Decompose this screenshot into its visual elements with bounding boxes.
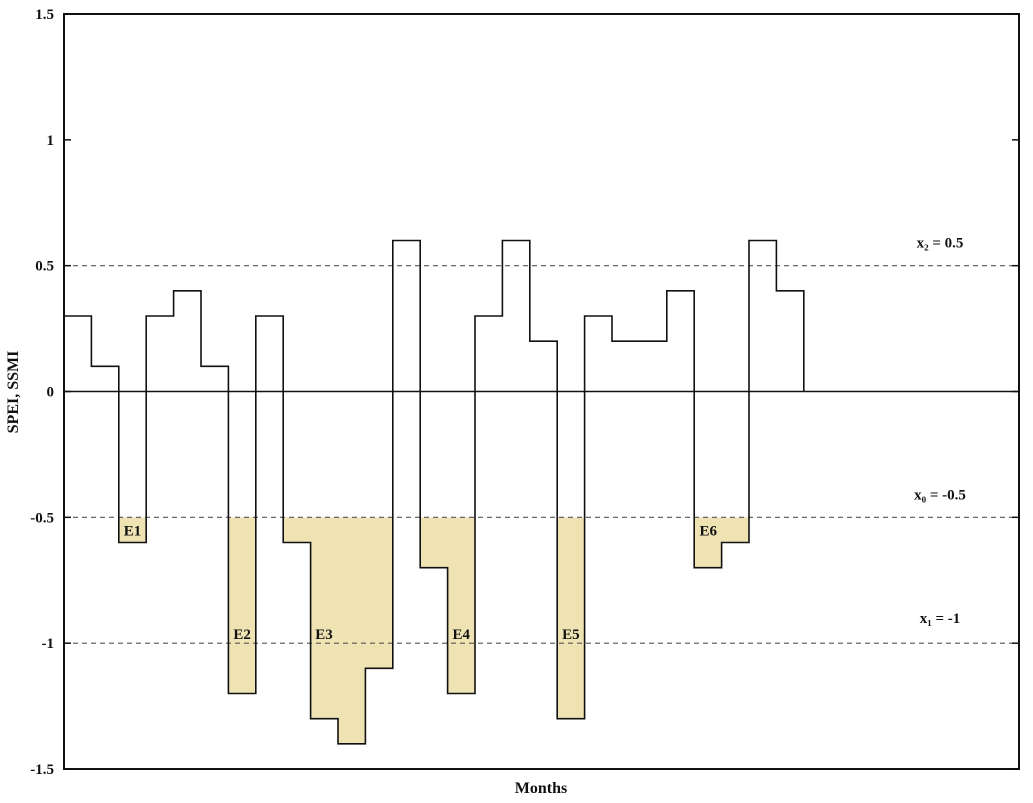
y-tick-label-2: 0.5 <box>35 259 54 275</box>
event-fill-e1-m3 <box>118 517 147 543</box>
event-fill-e2-m7 <box>228 517 256 694</box>
event-fill-e6-m25 <box>721 517 749 543</box>
event-fill-e3-m9 <box>283 517 311 543</box>
event-label-e3: E3 <box>315 627 333 643</box>
event-fill-e4-m15 <box>447 517 475 694</box>
event-label-e6: E6 <box>699 523 717 539</box>
series-group <box>64 239 805 745</box>
y-axis-title: SPEI, SSMI <box>5 351 22 434</box>
event-label-e4: E4 <box>453 627 471 643</box>
y-tick-label-1: 1 <box>47 133 55 149</box>
event-label-e1: E1 <box>124 523 142 539</box>
event-fill-e5-m19 <box>557 517 585 719</box>
event-label-e2: E2 <box>233 627 251 643</box>
threshold-label-1: x₀ = -0.5 <box>914 487 966 503</box>
y-tick-label-3: 0 <box>47 385 55 401</box>
event-fill-e3-m10 <box>310 517 338 719</box>
threshold-label-0: x₂ = 0.5 <box>917 236 964 252</box>
y-tick-label-0: 1.5 <box>35 7 54 23</box>
x-axis-title: Months <box>515 780 567 797</box>
series-line-spei-ssmi <box>64 239 805 745</box>
drought-event-fills <box>118 517 749 744</box>
event-fill-e3-m12 <box>365 517 393 669</box>
event-fill-e4-m14 <box>420 517 448 568</box>
y-tick-label-4: -0.5 <box>30 510 54 526</box>
y-tick-label-5: -1 <box>42 636 55 652</box>
reference-lines <box>64 265 1019 644</box>
event-fill-e3-m11 <box>338 517 366 744</box>
event-fill-e6-m24 <box>694 517 722 568</box>
event-label-e5: E5 <box>562 627 580 643</box>
y-axis-ticks: 1.5 1 0.5 0 -0.5 -1 -1.5 <box>30 7 1019 778</box>
annotation-labels: x₂ = 0.5 x₀ = -0.5 x₁ = -1 E1 E2 E3 E4 E5 E6 <box>124 236 966 644</box>
y-tick-label-6: -1.5 <box>30 762 54 778</box>
threshold-label-2: x₁ = -1 <box>920 611 961 627</box>
